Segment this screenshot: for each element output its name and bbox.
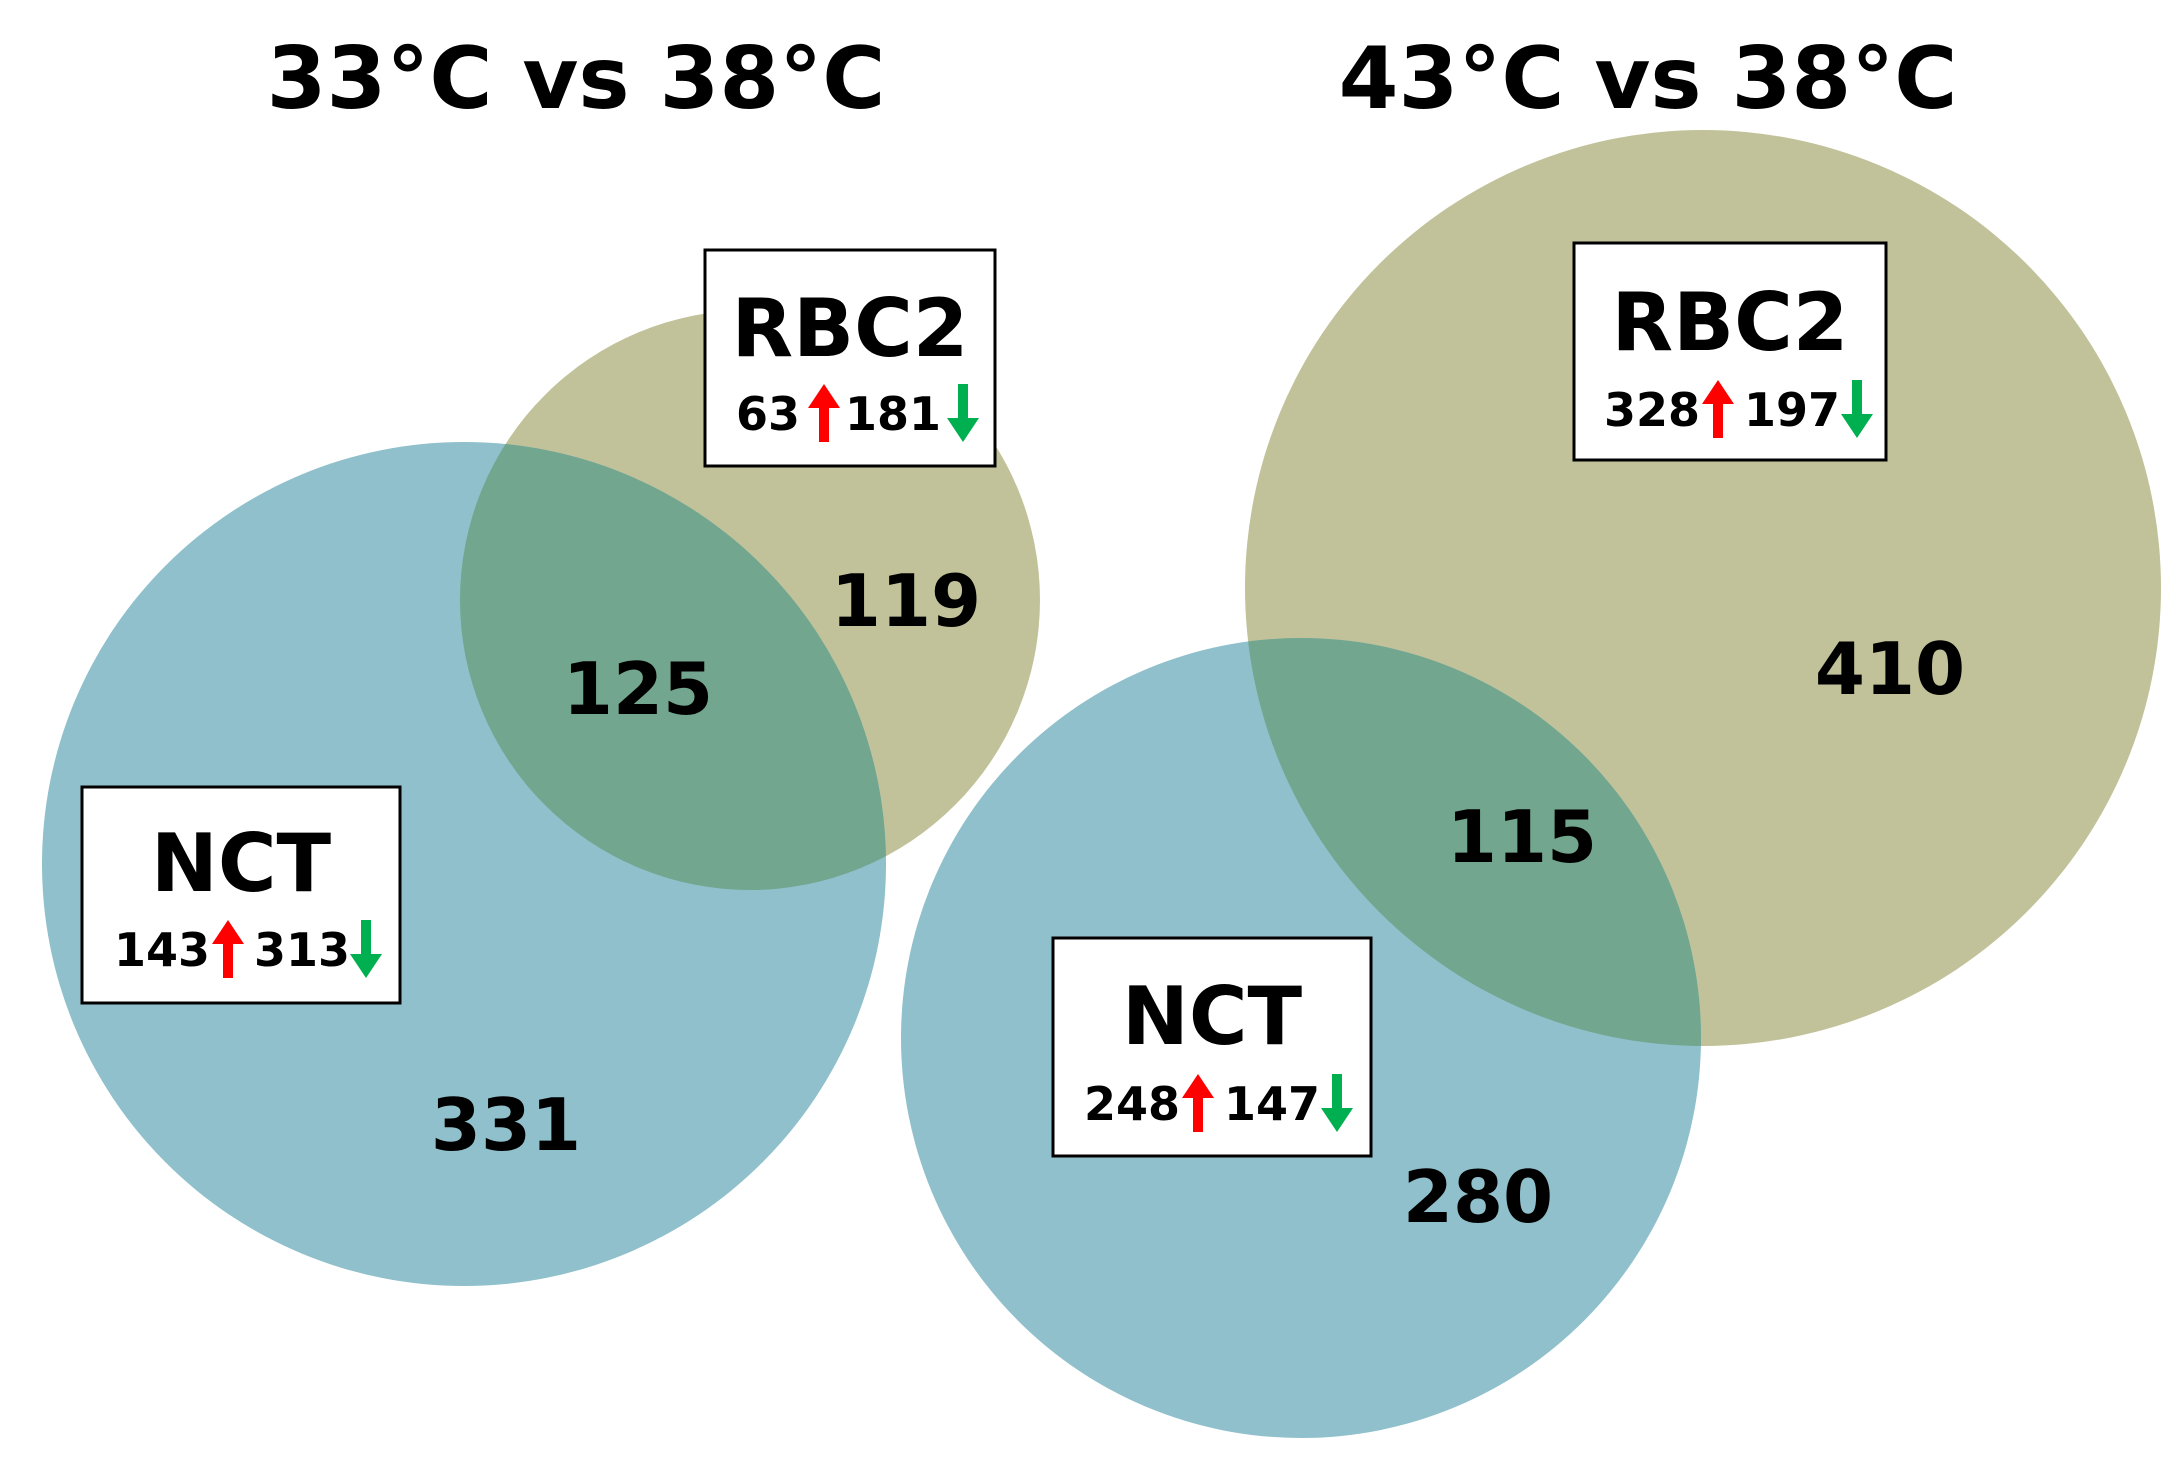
rbc2-label-right: RBC2 xyxy=(1612,276,1849,369)
nct-up-count-left: 143 xyxy=(114,923,210,977)
rbc2-unique-count-right: 410 xyxy=(1815,627,1965,711)
shared-count-right: 115 xyxy=(1447,795,1597,879)
venn-right: 43°C vs 38°C 410 115 280 RBC2 328 197 NC… xyxy=(901,29,2161,1438)
nct-down-count-left: 313 xyxy=(254,923,350,977)
rbc2-down-count-right: 197 xyxy=(1744,383,1840,437)
up-arrow-icon xyxy=(1182,1074,1214,1132)
down-arrow-icon xyxy=(1841,380,1873,438)
rbc2-up-count-right: 328 xyxy=(1604,383,1700,437)
nct-unique-count-right: 280 xyxy=(1403,1155,1553,1239)
nct-label-box-left: NCT 143 313 xyxy=(80,785,402,1005)
venn-left: 33°C vs 38°C 119 125 331 RBC2 63 181 NCT… xyxy=(42,29,1040,1286)
down-arrow-icon xyxy=(350,920,382,978)
nct-label-right: NCT xyxy=(1122,970,1303,1063)
rbc2-label-box-right: RBC2 328 197 xyxy=(1572,241,1888,462)
nct-label-box-right: NCT 248 147 xyxy=(1051,936,1373,1158)
up-arrow-icon xyxy=(808,384,840,442)
up-arrow-icon xyxy=(212,920,244,978)
panel-title-left: 33°C vs 38°C xyxy=(267,29,886,129)
rbc2-up-count-left: 63 xyxy=(736,387,800,441)
nct-down-count-right: 147 xyxy=(1224,1077,1320,1131)
rbc2-label-box-left: RBC2 63 181 xyxy=(703,248,997,468)
panel-title-right: 43°C vs 38°C xyxy=(1339,29,1958,129)
down-arrow-icon xyxy=(947,384,979,442)
nct-up-count-right: 248 xyxy=(1084,1077,1180,1131)
rbc2-unique-count-left: 119 xyxy=(831,559,981,643)
down-arrow-icon xyxy=(1321,1074,1353,1132)
nct-unique-count-left: 331 xyxy=(431,1083,581,1167)
rbc2-label-left: RBC2 xyxy=(732,282,969,375)
up-arrow-icon xyxy=(1702,380,1734,438)
shared-count-left: 125 xyxy=(563,647,713,731)
nct-label-left: NCT xyxy=(151,817,332,910)
rbc2-down-count-left: 181 xyxy=(845,387,941,441)
